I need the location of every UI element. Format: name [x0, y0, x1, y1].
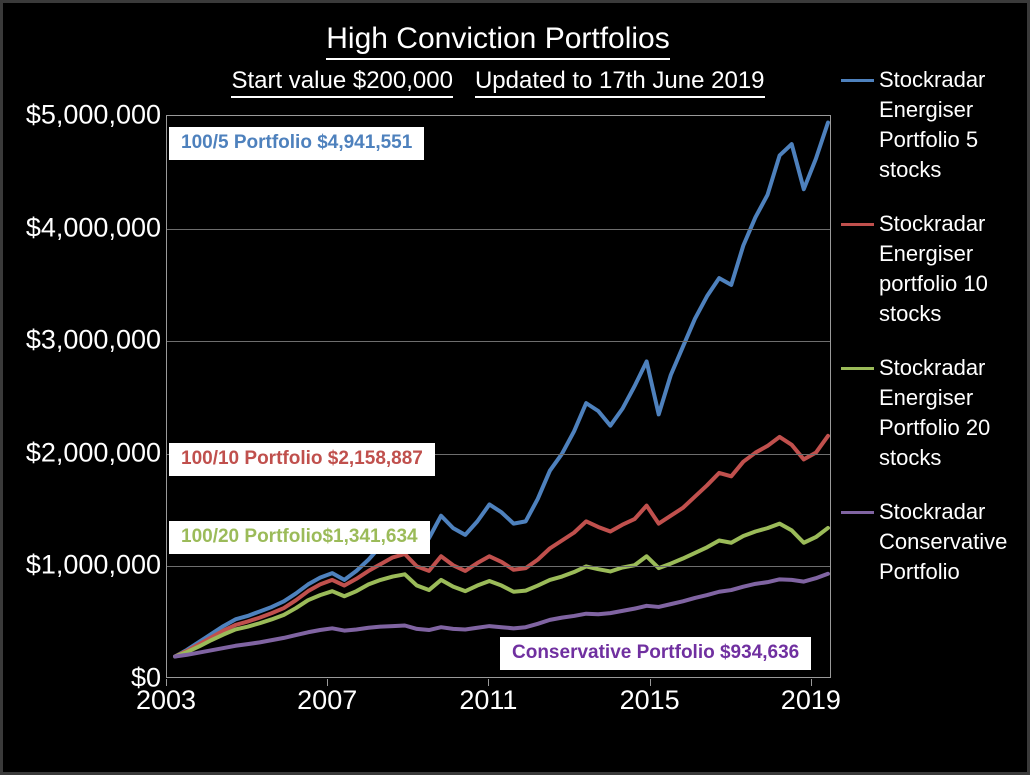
y-tick-label: $0 [130, 662, 161, 693]
y-tick-label: $3,000,000 [25, 324, 161, 355]
title-block: High Conviction Portfolios Start value $… [163, 21, 833, 98]
subtitle-updated-date: Updated to 17th June 2019 [474, 66, 765, 98]
x-tick-label: 2015 [619, 685, 680, 715]
x-tick-mark [810, 679, 812, 686]
legend-entry-4[interactable]: Stockradar Conservative Portfolio [841, 497, 1027, 587]
series-line [173, 571, 830, 659]
y-tick-label: $5,000,000 [25, 99, 161, 130]
legend-label: Stockradar Energiser portfolio 10 stocks [879, 211, 988, 326]
y-tick-label: $4,000,000 [25, 212, 161, 243]
annotation-label: 100/10 Portfolio $2,158,887 [181, 448, 423, 469]
page-title: High Conviction Portfolios [326, 21, 670, 60]
plot-area [166, 115, 831, 678]
subtitle-start-value: Start value $200,000 [231, 66, 453, 98]
legend-line-swatch-icon [841, 223, 874, 226]
legend-line-swatch-icon [841, 79, 874, 82]
legend-entry-3[interactable]: Stockradar Energiser Portfolio 20 stocks [841, 353, 1027, 473]
series-line [173, 521, 830, 659]
annotation-label: Conservative Portfolio $934,636 [512, 642, 800, 663]
legend-label: Stockradar Conservative Portfolio [879, 499, 1008, 584]
annotation-label: 100/20 Portfolio$1,341,634 [181, 526, 418, 547]
gridline [167, 228, 830, 230]
subtitle-row: Start value $200,000 Updated to 17th June… [163, 66, 833, 98]
x-tick-mark [166, 679, 167, 686]
annotation-100-20: 100/20 Portfolio$1,341,634 [169, 521, 430, 554]
annotation-label: 100/5 Portfolio $4,941,551 [181, 132, 413, 153]
legend: Stockradar Energiser Portfolio 5 stocks S… [841, 65, 1027, 611]
legend-line-swatch-icon [841, 511, 874, 514]
legend-label: Stockradar Energiser Portfolio 20 stocks [879, 355, 991, 470]
legend-entry-2[interactable]: Stockradar Energiser portfolio 10 stocks [841, 209, 1027, 329]
y-axis: $0 $1,000,000 $2,000,000 $3,000,000 $4,000,0… [3, 3, 161, 772]
x-tick-label: 2019 [780, 685, 841, 715]
x-tick-label: 2003 [135, 685, 197, 715]
series-line [173, 120, 830, 659]
legend-label: Stockradar Energiser Portfolio 5 stocks [879, 67, 986, 182]
legend-entry-1[interactable]: Stockradar Energiser Portfolio 5 stocks [841, 65, 1027, 185]
gridline [167, 453, 830, 455]
y-tick-label: $1,000,000 [25, 549, 161, 580]
x-tick-label: 2011 [459, 685, 518, 715]
gridline [167, 341, 830, 343]
x-tick-mark [327, 679, 329, 686]
gridline [167, 566, 830, 568]
series-lines [173, 120, 830, 659]
legend-line-swatch-icon [841, 367, 874, 370]
y-tick-label: $2,000,000 [25, 437, 161, 468]
annotation-100-10: 100/10 Portfolio $2,158,887 [169, 443, 435, 476]
annotation-100-5: 100/5 Portfolio $4,941,551 [169, 127, 425, 160]
annotation-conservative: Conservative Portfolio $934,636 [500, 637, 812, 670]
series-line [173, 433, 830, 659]
x-tick-mark [649, 679, 651, 686]
x-tick-label: 2007 [297, 685, 358, 715]
x-tick-mark [488, 679, 490, 686]
